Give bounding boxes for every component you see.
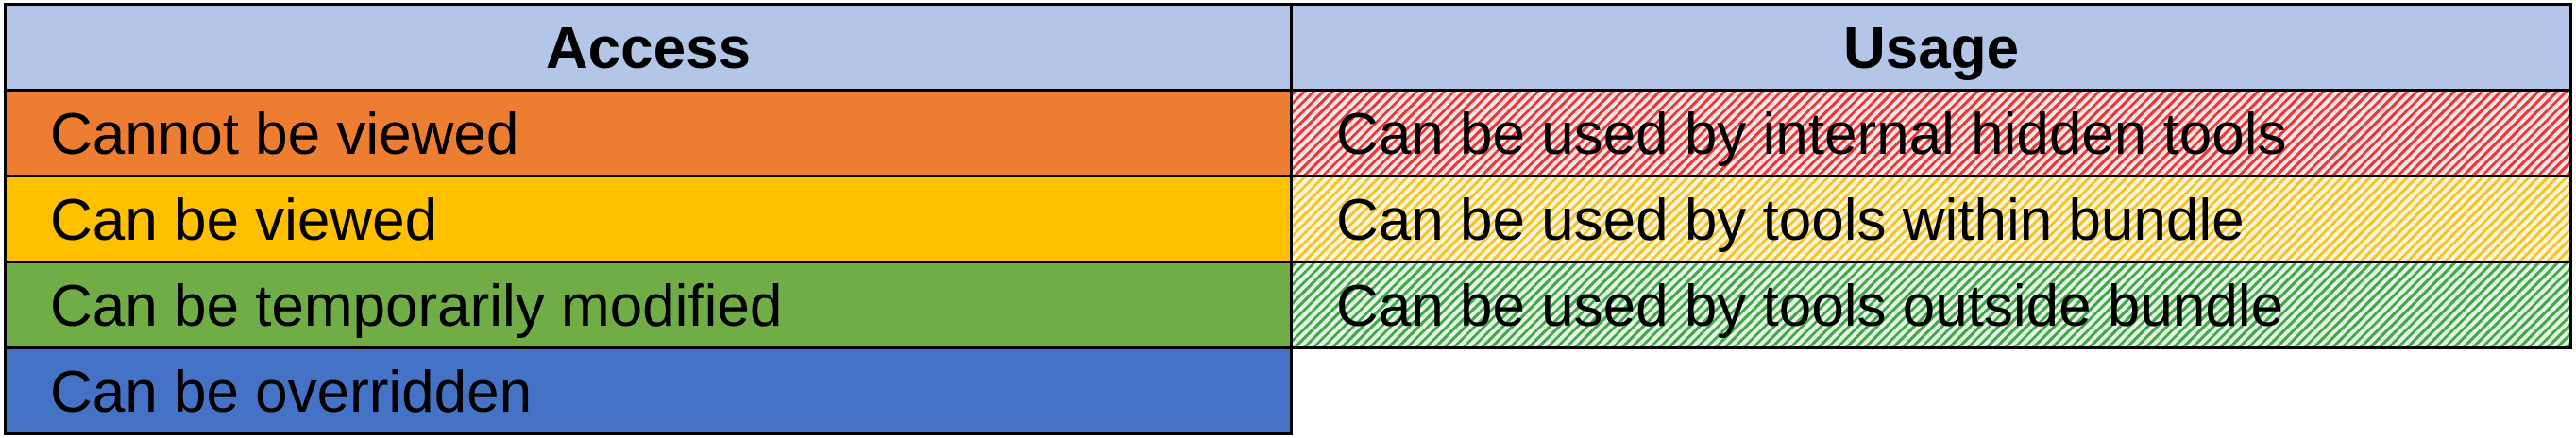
usage-internal-hidden-tools: Can be used by internal hidden tools: [1290, 89, 2572, 177]
access-item-label: Cannot be viewed: [50, 101, 519, 167]
access-cannot-be-viewed: Cannot be viewed: [4, 89, 1293, 177]
access-header: Access: [4, 3, 1293, 92]
usage-within-bundle: Can be used by tools within bundle: [1290, 175, 2572, 263]
access-item-label: Can be overridden: [50, 359, 533, 425]
usage-outside-bundle: Can be used by tools outside bundle: [1290, 261, 2572, 349]
usage-item-label: Can be used by internal hidden tools: [1336, 101, 2287, 167]
access-can-be-viewed: Can be viewed: [4, 175, 1293, 263]
usage-item-label: Can be used by tools outside bundle: [1336, 273, 2284, 339]
access-can-be-overridden: Can be overridden: [4, 346, 1293, 435]
access-item-label: Can be viewed: [50, 187, 438, 253]
usage-header: Usage: [1290, 3, 2572, 92]
usage-item-label: Can be used by tools within bundle: [1336, 187, 2245, 253]
access-item-label: Can be temporarily modified: [50, 273, 783, 339]
access-can-be-temporarily-modified: Can be temporarily modified: [4, 261, 1293, 349]
